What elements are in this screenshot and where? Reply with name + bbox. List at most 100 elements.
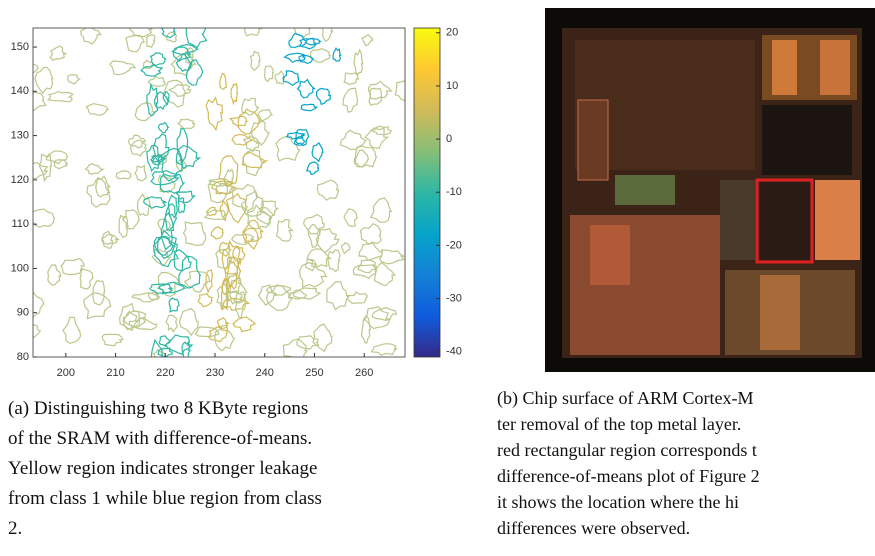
contour — [169, 298, 179, 312]
contour-lines — [23, 19, 411, 372]
contour — [151, 53, 166, 66]
y-tick-label: 120 — [11, 174, 29, 186]
contour — [374, 263, 395, 286]
contour — [251, 121, 269, 145]
caption-line: from class 1 while blue region from clas… — [8, 488, 322, 509]
contour — [371, 198, 392, 223]
contour — [265, 66, 274, 82]
contour — [343, 88, 358, 112]
contour — [48, 92, 73, 102]
contour — [327, 282, 350, 310]
contour — [362, 35, 373, 46]
contour — [277, 219, 293, 241]
contour — [361, 224, 382, 245]
contour — [344, 209, 357, 227]
contour — [96, 176, 110, 197]
contour — [297, 336, 319, 349]
colorbar-tick-label: -20 — [446, 239, 462, 251]
contour — [342, 243, 350, 254]
contour — [251, 51, 260, 70]
contour — [211, 227, 223, 239]
contour — [186, 21, 206, 47]
y-tick-label: 100 — [11, 262, 29, 274]
contour — [358, 260, 376, 273]
x-tick-label: 250 — [305, 367, 323, 379]
contour — [372, 344, 397, 356]
y-tick-label: 150 — [11, 41, 29, 53]
colorbar-tick-label: 10 — [446, 80, 458, 92]
contour — [102, 334, 123, 345]
contour — [312, 143, 323, 161]
contour — [317, 180, 338, 200]
contour — [304, 215, 325, 234]
contour — [220, 74, 227, 90]
contour — [129, 24, 151, 37]
colorbar-tick-label: 0 — [446, 133, 452, 145]
contour — [299, 56, 313, 64]
contour — [123, 210, 139, 229]
x-tick-label: 260 — [355, 367, 373, 379]
colorbar-tick-label: -10 — [446, 186, 462, 198]
contour — [86, 164, 103, 175]
contour — [84, 293, 111, 319]
contour — [46, 151, 67, 164]
y-tick-label: 140 — [11, 85, 29, 97]
contour — [116, 171, 131, 179]
caption-line: 2. — [8, 518, 22, 539]
contour — [110, 61, 135, 75]
contour — [328, 250, 340, 271]
contour — [162, 27, 175, 38]
contour — [359, 243, 382, 260]
contour — [50, 46, 66, 60]
contour — [232, 185, 257, 211]
contour — [48, 265, 61, 285]
x-tick-label: 240 — [256, 367, 274, 379]
contour — [285, 53, 305, 62]
contour — [159, 336, 170, 346]
contour — [231, 84, 237, 104]
contour — [333, 48, 341, 61]
contour — [317, 88, 331, 104]
contour — [289, 34, 306, 48]
contour — [238, 109, 260, 134]
contour — [287, 132, 304, 139]
contour — [322, 21, 333, 41]
contour — [141, 65, 162, 76]
contour — [144, 197, 167, 209]
contour — [347, 292, 367, 303]
caption-line: (b) Chip surface of ARM Cortex-M — [497, 388, 753, 409]
contour — [132, 293, 159, 302]
y-tick-label: 80 — [17, 351, 29, 363]
x-tick-label: 210 — [106, 367, 124, 379]
contour — [135, 166, 146, 181]
contour — [178, 119, 195, 129]
contour — [313, 324, 332, 351]
contour — [147, 35, 156, 47]
contour — [293, 288, 321, 299]
caption-line: differences were observed. — [497, 518, 690, 538]
contour — [395, 81, 411, 101]
contour — [180, 309, 199, 336]
contour — [283, 71, 299, 85]
caption-line: difference-of-means plot of Figure 2 — [497, 466, 760, 486]
y-tick-label: 130 — [11, 130, 29, 142]
contour — [184, 222, 206, 245]
contour — [380, 250, 404, 264]
contour — [362, 316, 371, 343]
contour — [245, 22, 262, 36]
captions: (a) Distinguishing two 8 KByte regions of… — [8, 388, 760, 539]
x-tick-label: 200 — [57, 367, 75, 379]
colorbar-tick-label: -40 — [446, 346, 462, 358]
caption-line: ter removal of the top metal layer. — [497, 414, 741, 434]
contour — [35, 67, 53, 93]
contour — [80, 269, 93, 289]
caption-line: of the SRAM with difference-of-means. — [8, 428, 312, 449]
contour — [129, 135, 146, 148]
caption-line: it shows the location where the hi — [497, 492, 739, 512]
contour — [206, 98, 222, 130]
caption-line: (a) Distinguishing two 8 KByte regions — [8, 398, 308, 419]
contour — [311, 49, 331, 62]
contour — [365, 128, 388, 148]
x-tick-label: 230 — [206, 367, 224, 379]
colorbar-tick-label: 20 — [446, 27, 458, 39]
